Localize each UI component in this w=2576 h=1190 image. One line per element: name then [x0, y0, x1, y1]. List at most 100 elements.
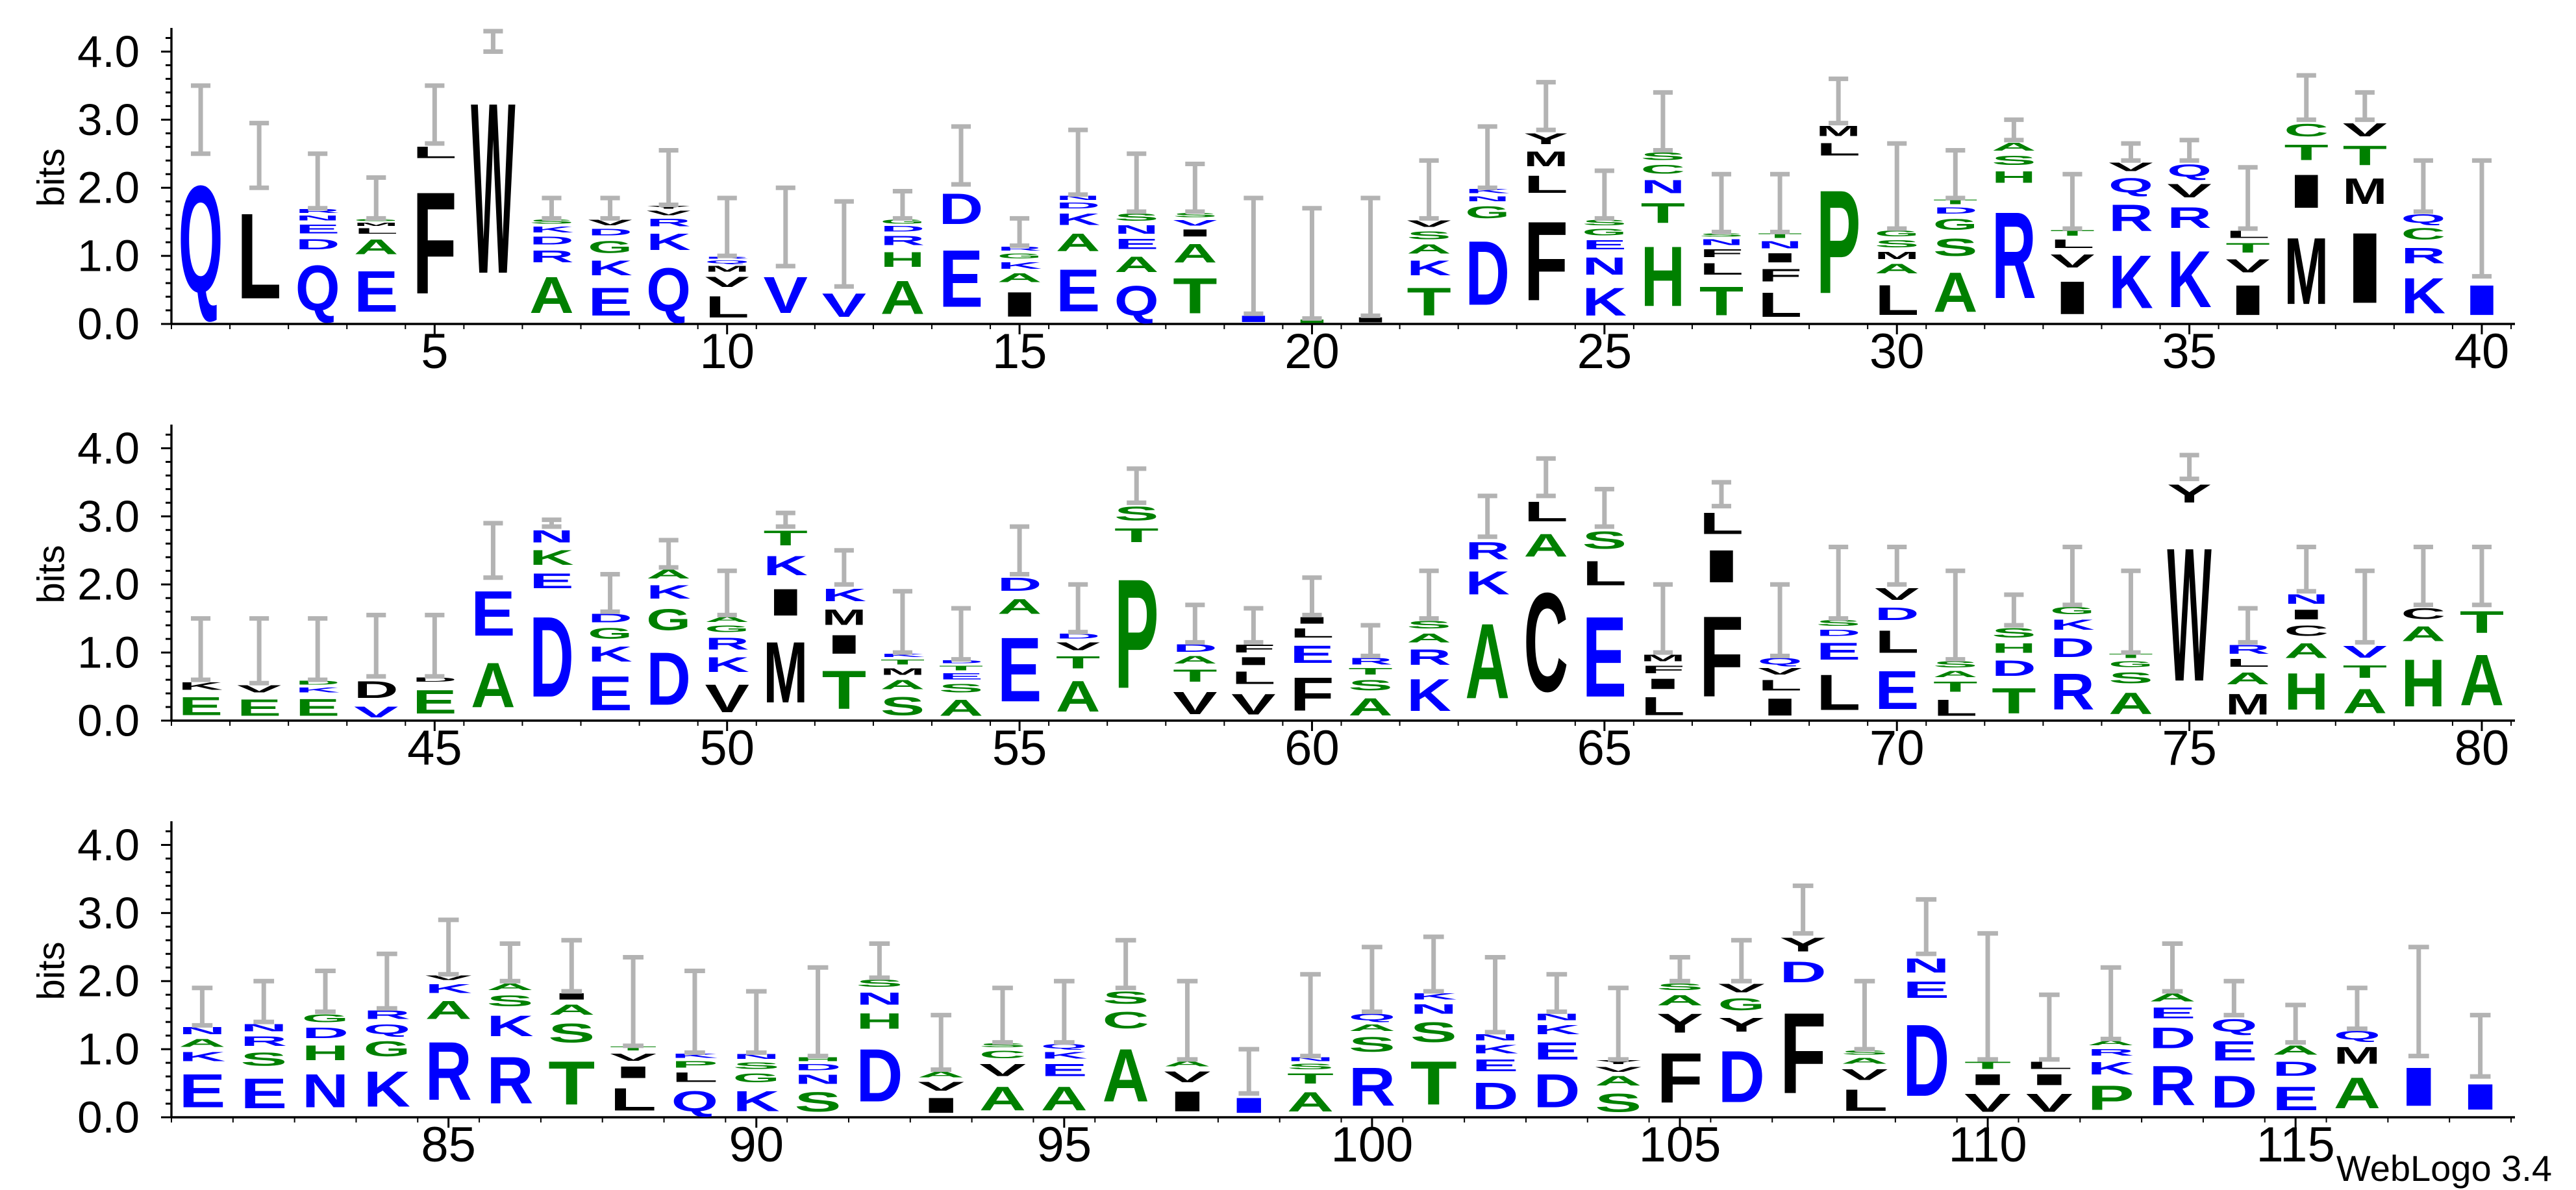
svg-text:D: D	[1780, 956, 1827, 989]
svg-text:L: L	[412, 144, 456, 162]
svg-text:A: A	[1173, 239, 1217, 268]
svg-text:80: 80	[2455, 721, 2510, 776]
svg-text:E: E	[1582, 593, 1627, 721]
svg-text:E: E	[295, 222, 340, 236]
svg-text:V: V	[705, 273, 749, 290]
svg-text:R: R	[425, 1025, 472, 1118]
svg-text:H: H	[2401, 646, 2445, 721]
svg-text:1.0: 1.0	[77, 231, 140, 281]
svg-text:1.0: 1.0	[77, 628, 140, 678]
svg-text:F: F	[1780, 988, 1827, 1117]
svg-text:A: A	[2343, 682, 2387, 721]
svg-text:S: S	[486, 992, 533, 1010]
svg-text:T: T	[881, 658, 925, 667]
svg-text:E: E	[354, 259, 398, 325]
svg-text:S: S	[1992, 625, 2036, 641]
svg-text:45: 45	[407, 721, 462, 776]
svg-text:W: W	[2167, 508, 2211, 721]
svg-text:E: E	[1472, 1056, 1519, 1075]
svg-text:E: E	[1114, 236, 1158, 252]
svg-text:bits: bits	[31, 941, 73, 1000]
svg-text:A: A	[881, 677, 925, 692]
svg-text:P: P	[1816, 160, 1860, 325]
svg-text:bits: bits	[31, 148, 73, 206]
svg-text:V: V	[2050, 251, 2094, 271]
svg-text:N: N	[1699, 238, 1744, 247]
svg-text:P: P	[2088, 1079, 2134, 1118]
svg-text:F: F	[1699, 247, 1744, 260]
svg-text:R: R	[2108, 197, 2153, 240]
svg-text:T: T	[2284, 140, 2329, 165]
svg-text:T: T	[1699, 279, 1744, 324]
svg-text:I: I	[1173, 227, 1217, 238]
svg-text:T: T	[1114, 525, 1158, 546]
svg-text:S: S	[2108, 669, 2153, 687]
svg-text:K: K	[822, 584, 866, 604]
svg-text:G: G	[646, 602, 690, 636]
svg-text:I: I	[822, 630, 866, 660]
svg-text:Q: Q	[2167, 160, 2211, 180]
svg-text:A: A	[1114, 253, 1158, 277]
svg-text:90: 90	[729, 1117, 784, 1172]
svg-text:N: N	[856, 989, 903, 1009]
svg-text:H: H	[2284, 662, 2329, 721]
svg-text:D: D	[1472, 1075, 1519, 1117]
svg-text:T: T	[1410, 1048, 1457, 1117]
svg-text:I: I	[764, 581, 808, 624]
svg-text:E: E	[1290, 641, 1334, 668]
svg-text:A: A	[1933, 262, 1977, 325]
svg-text:A: A	[2108, 686, 2153, 721]
svg-text:T: T	[1287, 1071, 1334, 1087]
svg-text:V: V	[2225, 255, 2270, 276]
svg-text:A: A	[1349, 1023, 1395, 1033]
svg-text:L: L	[671, 1069, 718, 1085]
svg-text:V: V	[2167, 180, 2211, 202]
svg-text:I: I	[1225, 1094, 1272, 1118]
svg-text:F: F	[1524, 198, 1568, 325]
svg-text:4.0: 4.0	[77, 27, 140, 77]
svg-text:S: S	[1410, 1017, 1457, 1048]
svg-text:E: E	[237, 695, 281, 721]
svg-text:A: A	[1933, 669, 1977, 679]
svg-text:C: C	[2284, 623, 2329, 639]
svg-text:M: M	[2284, 218, 2329, 325]
svg-text:R: R	[705, 634, 749, 653]
svg-text:C: C	[2401, 605, 2445, 623]
svg-text:M: M	[1816, 123, 1860, 140]
svg-text:M: M	[2343, 171, 2387, 212]
svg-text:A: A	[1465, 601, 1509, 721]
svg-text:C: C	[1524, 563, 1568, 721]
svg-text:L: L	[1816, 665, 1860, 721]
svg-text:I: I	[2225, 277, 2270, 324]
svg-text:G: G	[1718, 995, 1765, 1013]
svg-text:F: F	[1699, 592, 1744, 721]
svg-text:75: 75	[2162, 721, 2217, 776]
svg-text:V: V	[1173, 686, 1218, 721]
svg-text:G: G	[2108, 660, 2153, 669]
svg-text:K: K	[1533, 1023, 1580, 1037]
svg-text:D: D	[295, 236, 340, 253]
svg-text:F: F	[1657, 1039, 1703, 1118]
svg-text:M: M	[764, 623, 808, 721]
svg-text:A: A	[1103, 1033, 1149, 1117]
svg-text:V: V	[705, 676, 749, 721]
svg-text:F: F	[1641, 663, 1685, 676]
svg-text:E: E	[939, 234, 983, 325]
svg-text:L: L	[1875, 277, 1919, 324]
svg-text:E: E	[529, 569, 573, 593]
svg-text:M: M	[881, 666, 925, 677]
svg-text:A: A	[1657, 992, 1703, 1008]
svg-text:D: D	[2149, 1022, 2195, 1054]
svg-text:S: S	[1114, 503, 1158, 525]
svg-text:M: M	[822, 605, 866, 630]
svg-text:25: 25	[1577, 324, 1632, 379]
svg-text:G: G	[588, 238, 632, 257]
svg-text:A: A	[1407, 242, 1451, 256]
svg-text:A: A	[354, 235, 398, 258]
svg-text:E: E	[295, 694, 340, 721]
svg-text:E: E	[1816, 638, 1860, 665]
svg-text:T: T	[2343, 662, 2388, 682]
svg-text:H: H	[302, 1041, 349, 1065]
svg-text:R: R	[881, 233, 925, 248]
svg-text:E: E	[412, 683, 456, 721]
